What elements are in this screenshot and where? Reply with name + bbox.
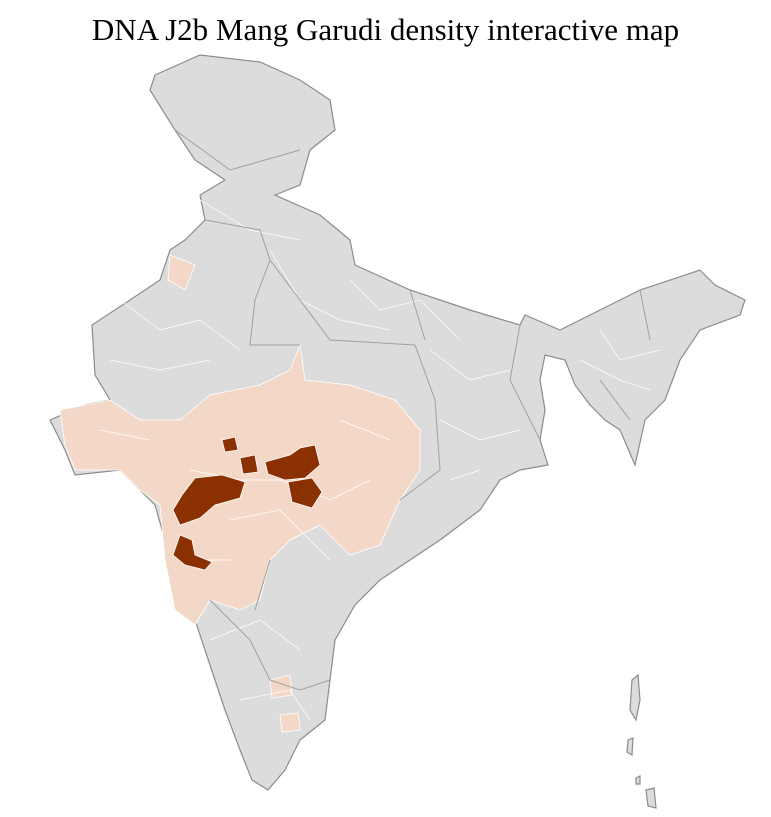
high-density-region[interactable]: [172, 534, 213, 571]
island: [626, 737, 634, 757]
low-density-region[interactable]: [279, 712, 301, 733]
high-density-region[interactable]: [239, 454, 259, 475]
low-density-region[interactable]: [269, 674, 293, 699]
island: [629, 673, 641, 722]
state-boundaries: [174, 129, 651, 691]
high-density-region[interactable]: [264, 444, 321, 481]
high-density-region[interactable]: [172, 474, 246, 526]
high-density-region[interactable]: [221, 436, 239, 453]
district-boundaries: [99, 199, 661, 721]
island: [635, 775, 641, 785]
island: [645, 787, 657, 809]
low-density-region[interactable]: [167, 254, 196, 291]
high-density-region[interactable]: [287, 477, 323, 509]
map-title: DNA J2b Mang Garudi density interactive …: [91, 12, 680, 47]
